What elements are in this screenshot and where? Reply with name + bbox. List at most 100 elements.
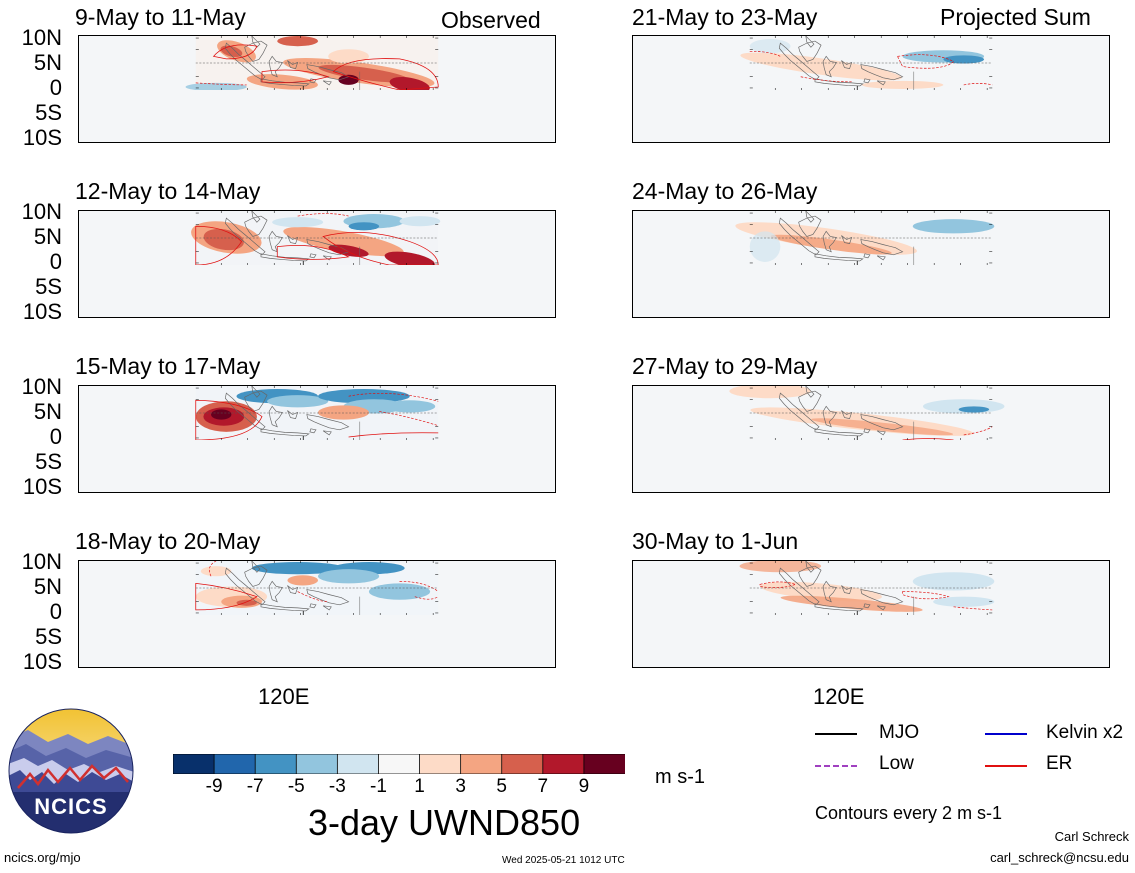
coastline: [822, 55, 837, 78]
lat-label-5s: 5S: [35, 100, 62, 125]
colorbar-swatch: [542, 754, 585, 774]
lat-label-5s: 5S: [35, 624, 62, 649]
er-contour-negative: [348, 393, 439, 402]
er-contour-negative: [414, 596, 439, 600]
shading-layer: [195, 389, 436, 432]
coastline: [268, 230, 283, 253]
panel-title-4: 18-May to 20-May: [75, 528, 261, 554]
wind-anomaly-shading: [912, 572, 995, 591]
panel-title-6: 24-May to 26-May: [632, 178, 818, 204]
coastline: [805, 211, 815, 223]
er-contour: [276, 245, 350, 260]
coastline: [251, 386, 261, 398]
wind-anomaly-shading: [389, 77, 430, 90]
coastline: [798, 40, 822, 62]
wind-anomaly-shading: [283, 226, 404, 257]
colorbar-swatch: [254, 754, 298, 774]
er-contour-negative: [963, 426, 993, 436]
er-contour-negative: [297, 591, 329, 603]
coastline: [860, 589, 904, 606]
er-contour-negative: [379, 411, 439, 427]
lat-label-10n: 10N: [21, 25, 62, 50]
lat-label-5n: 5N: [33, 224, 62, 249]
lat-label-10s: 10S: [22, 649, 62, 674]
panel-title-8: 30-May to 1-Jun: [632, 528, 799, 554]
wind-anomaly-shading: [811, 418, 954, 436]
coastline: [244, 390, 268, 412]
legend-line-mjo: [815, 733, 857, 735]
wind-anomaly-shading: [211, 409, 232, 420]
colorbar-tick-label: 5: [496, 776, 507, 797]
shading-layer: [195, 562, 431, 608]
map-panel-6: [632, 210, 1110, 318]
er-contour: [322, 232, 439, 265]
coastline: [805, 386, 815, 398]
colorbar-tick-label: 1: [414, 776, 425, 797]
wind-anomaly-shading: [287, 575, 319, 586]
coastline: [268, 405, 283, 428]
map-svg: [191, 211, 441, 265]
panel-title-7: 27-May to 29-May: [632, 353, 818, 379]
coastline: [322, 605, 332, 611]
wind-anomaly-shading: [251, 562, 344, 575]
map-svg: [729, 386, 1005, 440]
coastline: [860, 414, 904, 431]
lat-label-10n: 10N: [21, 199, 62, 224]
lat-label-5s: 5S: [35, 274, 62, 299]
footer-author: Carl Schreck: [1054, 829, 1129, 844]
coastline: [322, 430, 332, 436]
er-contour-negative: [896, 54, 955, 69]
legend-label-low: Low: [879, 753, 914, 774]
er-contour-negative: [902, 591, 950, 600]
map-panel-7: [632, 385, 1110, 493]
coastline: [244, 565, 268, 587]
lon-label-right: 120E: [813, 684, 865, 709]
map-panel-5: [632, 35, 1110, 143]
coastline: [287, 60, 299, 69]
wind-anomaly-shading: [749, 231, 781, 262]
plot-title: 3-day UWND850: [308, 802, 581, 843]
wind-anomaly-shading: [760, 581, 882, 602]
coastline: [876, 605, 886, 611]
coastline: [306, 64, 350, 81]
coastline: [822, 580, 837, 603]
legend-line-kelvin: [985, 733, 1027, 735]
panel-title-5: 21-May to 23-May: [632, 4, 818, 30]
er-contour-negative: [749, 50, 781, 57]
wind-anomaly-shading: [933, 596, 995, 607]
coastline: [224, 567, 266, 606]
colorbar: [173, 754, 625, 774]
contours-note: Contours every 2 m s-1: [815, 803, 1003, 823]
footer-timestamp: Wed 2025-05-21 1012 UTC: [502, 855, 625, 866]
legend-label-kelvin: Kelvin x2: [1046, 722, 1124, 743]
coastline: [778, 392, 820, 431]
map-svg: [185, 36, 439, 90]
footer-url[interactable]: ncics.org/mjo: [4, 850, 81, 865]
footer-email[interactable]: carl_schreck@ncsu.edu: [990, 850, 1129, 865]
wind-anomaly-shading: [729, 386, 811, 399]
map-svg: [195, 386, 439, 440]
legend: MJO Kelvin x2 Low ER Contours every 2 m …: [815, 720, 1135, 830]
wind-anomaly-shading: [384, 400, 436, 413]
colorbar-swatch: [336, 754, 380, 774]
er-contour-negative: [759, 581, 797, 588]
colorbar-tick-label: -5: [287, 776, 305, 797]
er-contour-negative: [963, 83, 993, 86]
coastline: [822, 230, 837, 253]
colorbar-tick-label: -9: [205, 776, 223, 797]
map-panel-8: [632, 560, 1110, 668]
wind-anomaly-shading: [739, 561, 822, 573]
er-contour-negative: [399, 581, 439, 592]
coastline: [287, 410, 299, 419]
lon-label-left: 120E: [258, 684, 310, 709]
lat-label-10s: 10S: [22, 299, 62, 324]
map-svg: [735, 211, 995, 265]
coastline: [244, 215, 268, 237]
coastline: [841, 60, 853, 69]
lat-label-10n: 10N: [21, 374, 62, 399]
wind-anomaly-shading: [203, 228, 244, 251]
wind-anomaly-shading: [384, 251, 435, 265]
coastline: [814, 603, 864, 612]
logo-text: NCICS: [34, 794, 108, 819]
er-contour-negative: [195, 82, 247, 86]
